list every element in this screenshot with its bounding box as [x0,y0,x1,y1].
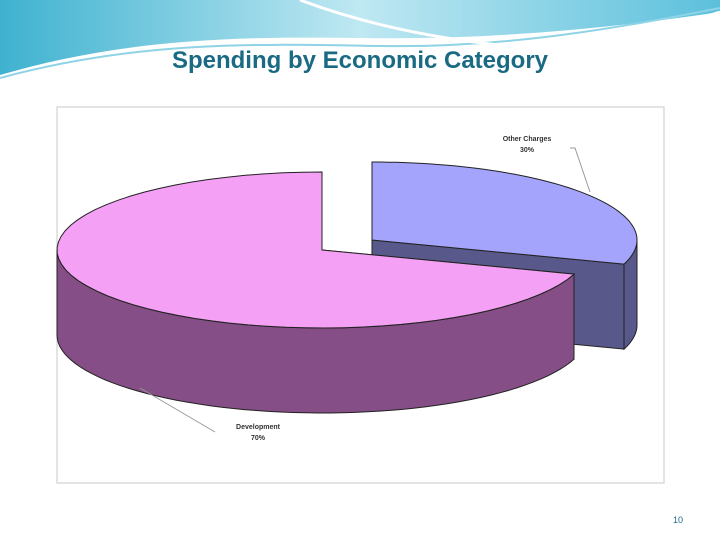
leader-line [570,147,591,193]
leader-line [139,387,216,433]
category-label: Other Charges [503,136,552,143]
swoosh-line [0,7,720,79]
category-label: Development [236,424,281,431]
swoosh-line [299,0,720,52]
slice [56,171,576,329]
header-swoosh [0,0,720,75]
slice [371,161,638,265]
value-label: 70% [251,435,266,442]
value-label: 30% [520,147,535,154]
slide-number: 10 [673,515,683,525]
chart-title: Spending by Economic Category [172,47,549,74]
pie: Other Charges 30% Development 70% [56,136,638,442]
